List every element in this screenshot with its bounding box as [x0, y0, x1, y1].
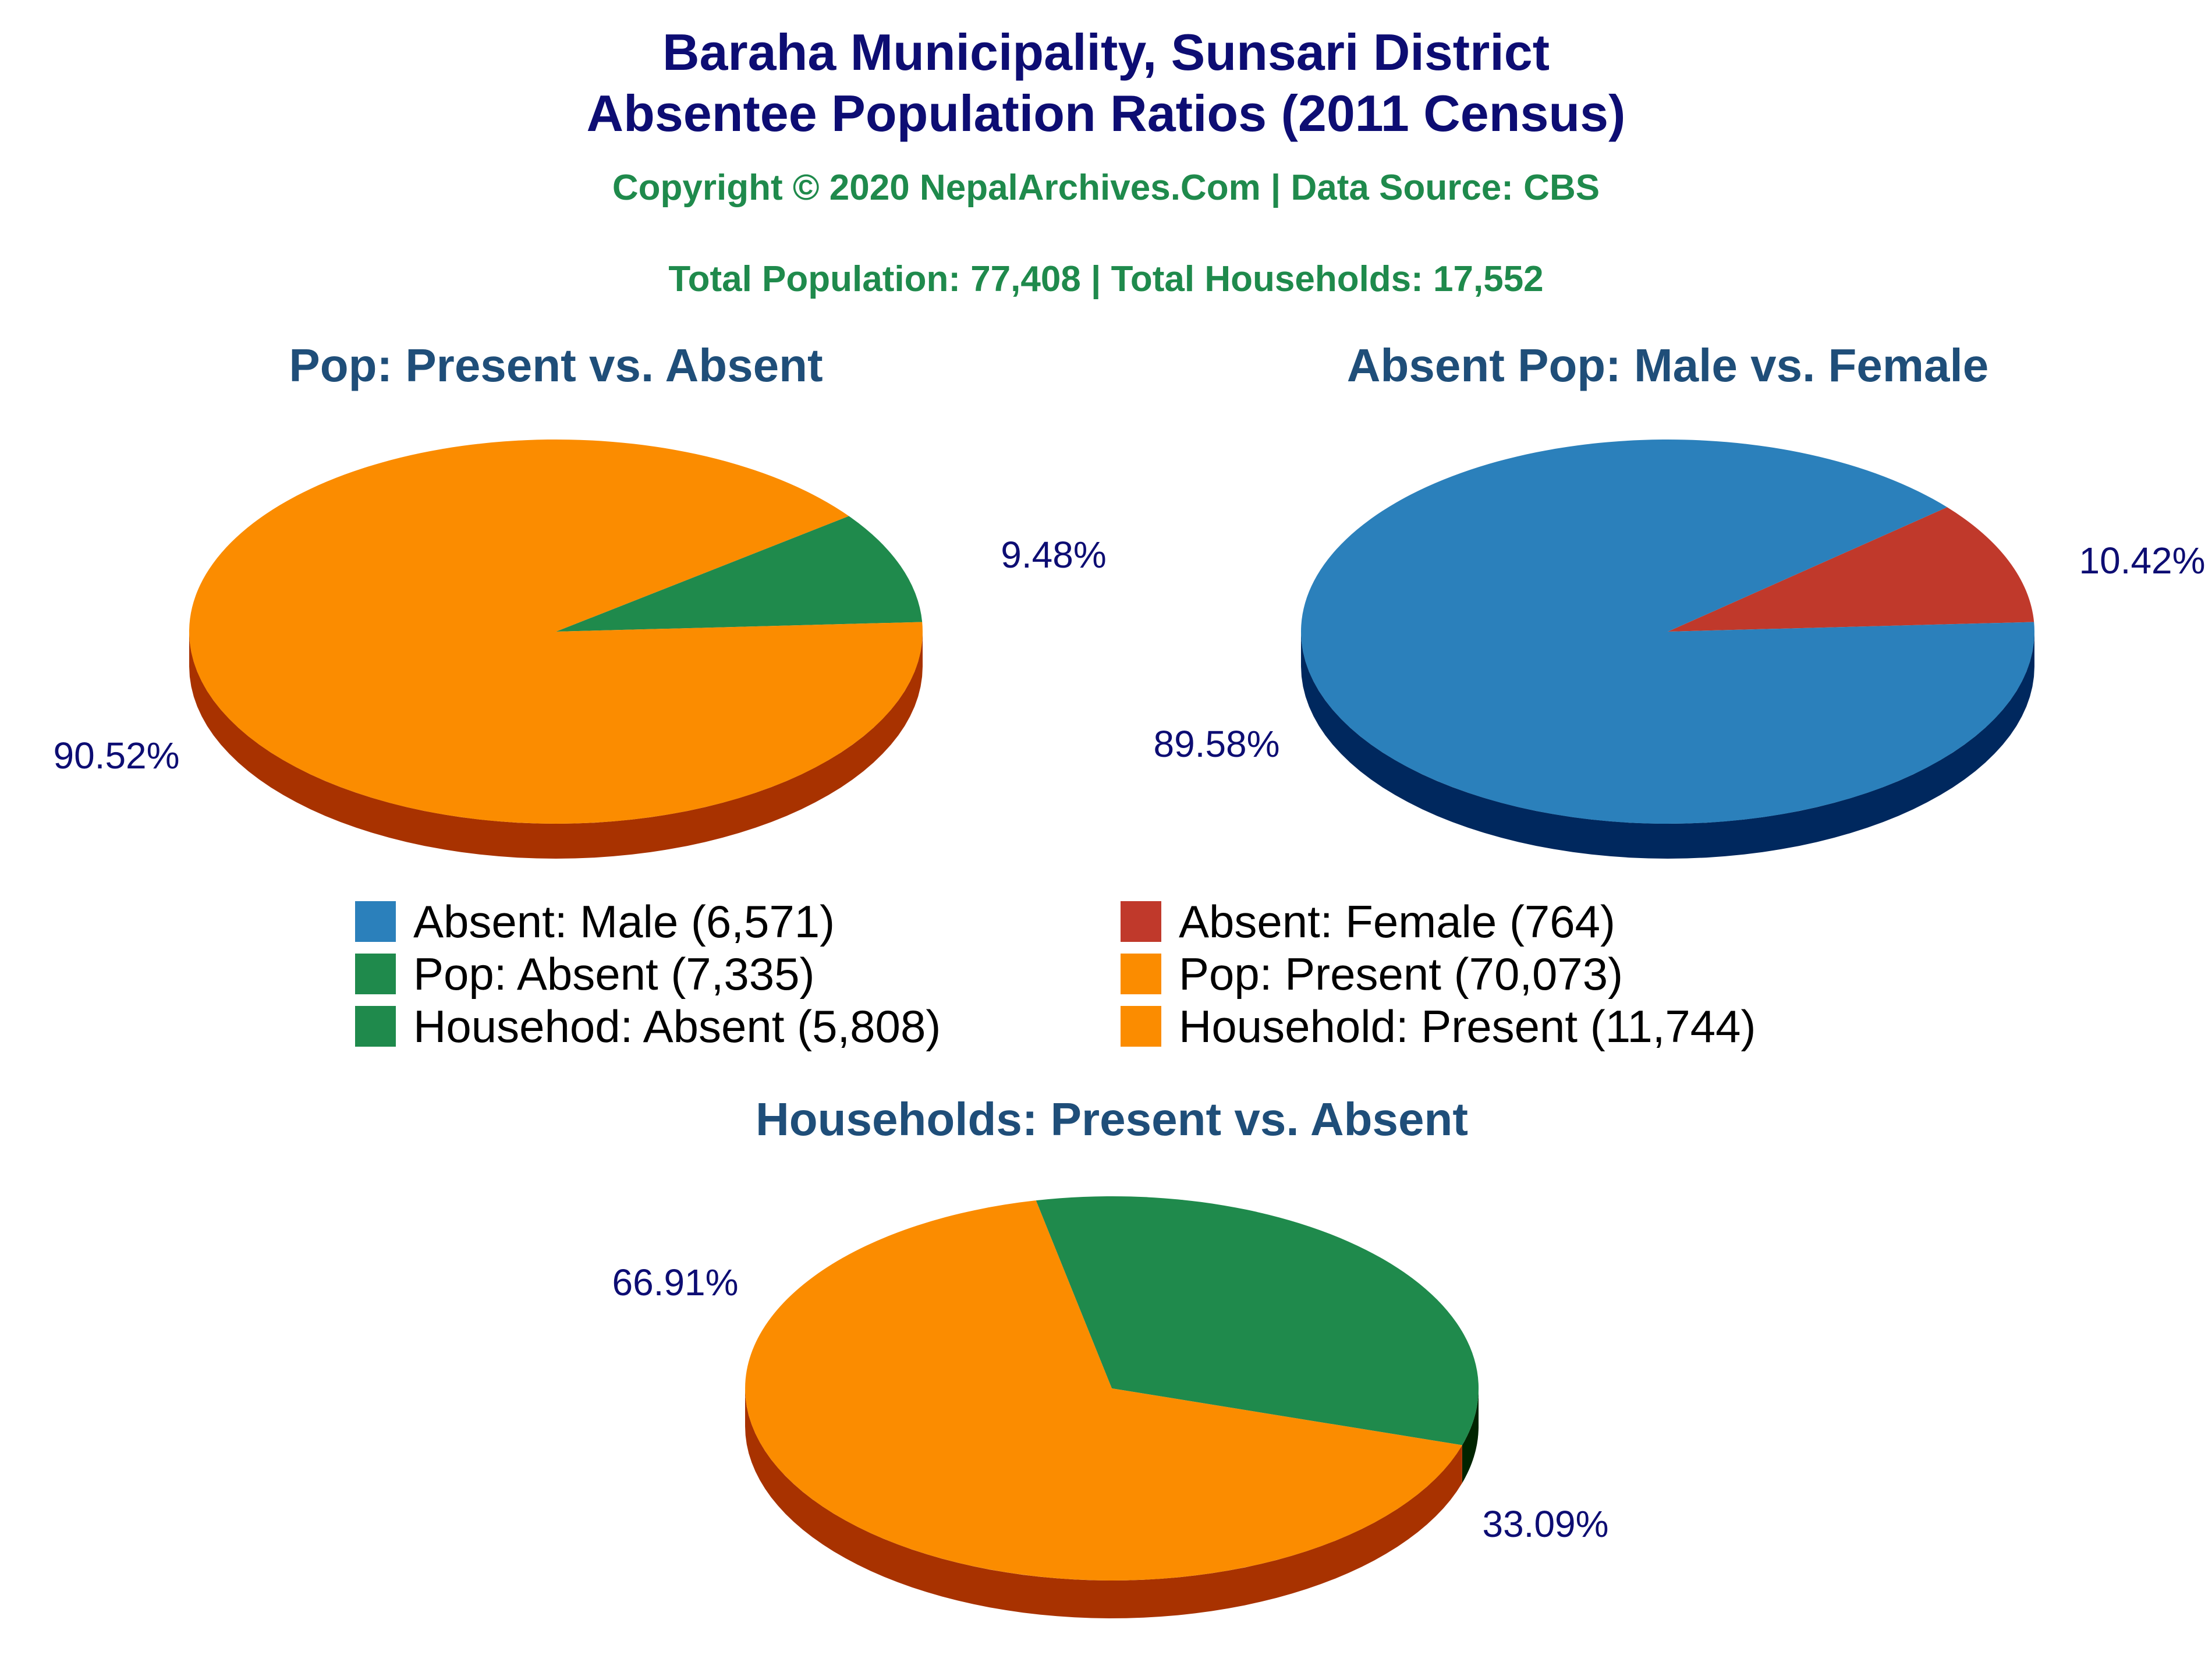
legend-swatch [1121, 901, 1161, 942]
pie-title: Pop: Present vs. Absent [289, 339, 823, 391]
legend-item-absent-male-6-571: Absent: Male (6,571) [355, 896, 835, 947]
pie-households-present-vs-absent: Households: Present vs. Absent 33.09% 66.9… [612, 1093, 1609, 1618]
legend-item-househod-absent-5-808: Househod: Absent (5,808) [355, 1001, 941, 1052]
pie-slice-househod-absent [1036, 1196, 1479, 1445]
legend-item-pop-present-70-073: Pop: Present (70,073) [1121, 948, 1623, 1000]
pie-percent-label: 9.48% [1001, 534, 1106, 576]
legend-swatch [1121, 1006, 1161, 1047]
chart-title-line2: Absentee Population Ratios (2011 Census) [587, 84, 1626, 142]
pie-charts: Pop: Present vs. Absent 9.48% 90.52% Absent… [53, 339, 2206, 1618]
pie-title: Absent Pop: Male vs. Female [1347, 339, 1989, 391]
legend-label: Absent: Male (6,571) [413, 896, 835, 947]
totals-line: Total Population: 77,408 | Total Househo… [668, 259, 1543, 300]
pie-pop-present-vs-absent: Pop: Present vs. Absent 9.48% 90.52% [53, 339, 1107, 859]
pie-slice-pop-present [189, 439, 923, 824]
legend-label: Household: Present (11,744) [1179, 1001, 1756, 1052]
pie-percent-label: 66.91% [612, 1261, 738, 1303]
pie-percent-label: 33.09% [1482, 1503, 1608, 1545]
legend-swatch [355, 1006, 396, 1047]
legend-label: Pop: Present (70,073) [1179, 948, 1623, 1000]
pie-side-absent-male [1301, 632, 2034, 859]
legend-item-absent-female-764: Absent: Female (764) [1121, 896, 1615, 947]
pie-absent-pop-male-vs-female: Absent Pop: Male vs. Female 10.42% 89.58% [1153, 339, 2206, 859]
pie-percent-label: 10.42% [2079, 540, 2205, 582]
legend-swatch [355, 954, 396, 994]
legend-item-household-present-11-744: Household: Present (11,744) [1121, 1001, 1756, 1052]
pie-percent-label: 90.52% [53, 735, 179, 777]
legend-label: Househod: Absent (5,808) [413, 1001, 941, 1052]
legend: Absent: Male (6,571) Absent: Female (764)… [355, 896, 1756, 1052]
legend-label: Pop: Absent (7,335) [413, 948, 814, 1000]
copyright-line: Copyright © 2020 NepalArchives.Com | Dat… [612, 168, 1600, 208]
pie-slice-absent-female [1668, 507, 2034, 632]
legend-item-pop-absent-7-335: Pop: Absent (7,335) [355, 948, 814, 1000]
pie-side-pop-present [189, 632, 923, 859]
pie-slice-household-present [745, 1200, 1462, 1581]
pie-percent-label: 89.58% [1153, 723, 1279, 765]
legend-swatch [355, 901, 396, 942]
pie-slice-absent-male [1300, 440, 2034, 824]
chart-title-line1: Baraha Municipality, Sunsari District [662, 23, 1550, 81]
pie-side-household-present [745, 1388, 1462, 1618]
pie-title: Households: Present vs. Absent [756, 1093, 1468, 1145]
legend-label: Absent: Female (764) [1179, 896, 1615, 947]
pie-slice-pop-absent [556, 516, 923, 632]
legend-swatch [1121, 954, 1161, 994]
pie-side-househod-absent [1462, 1388, 1479, 1483]
